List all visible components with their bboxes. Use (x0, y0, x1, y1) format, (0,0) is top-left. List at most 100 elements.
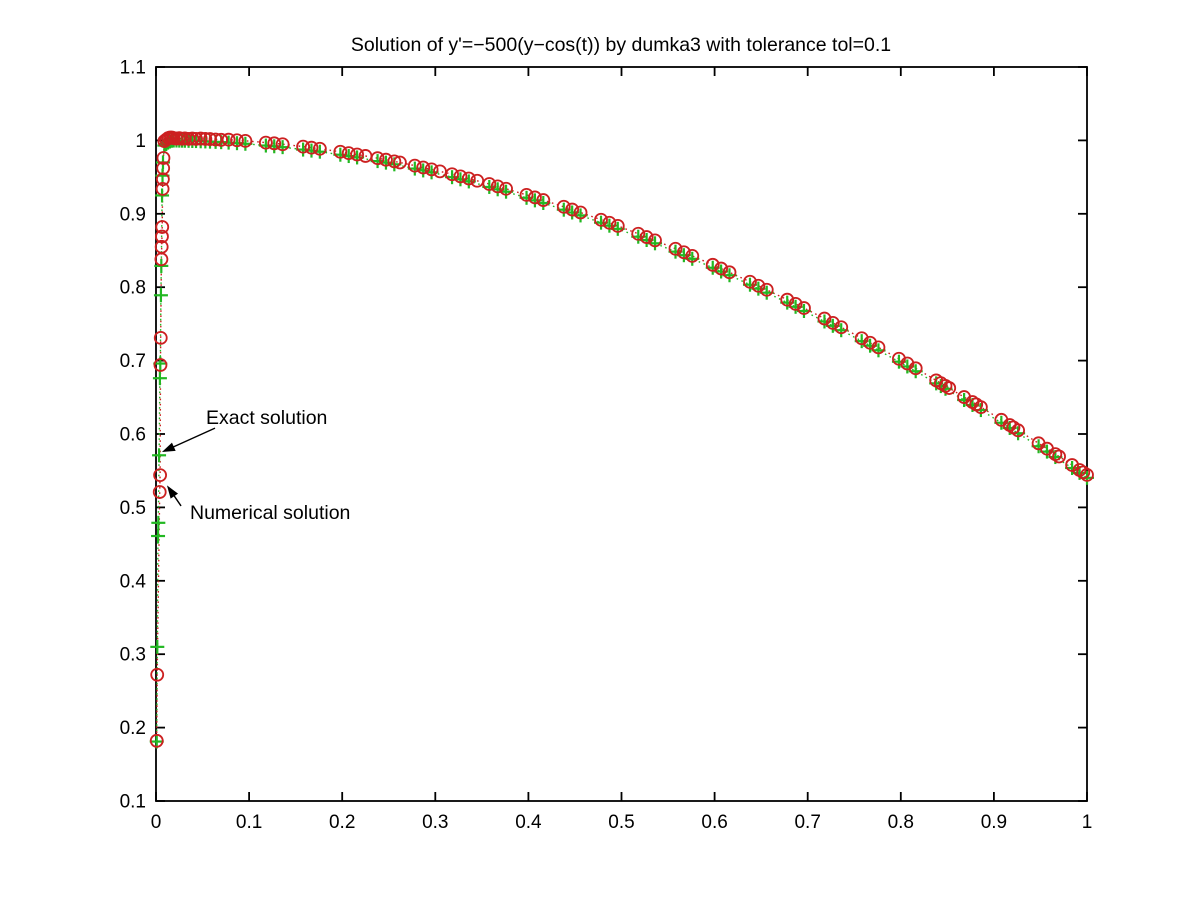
annotation-layer (161, 427, 216, 507)
numerical-marker-circle-icon (519, 187, 534, 202)
x-tick-label: 0.7 (794, 812, 820, 833)
y-tick-label: 0.3 (120, 645, 146, 666)
numerical-marker-circle-icon (333, 144, 348, 159)
numerical-marker-circle-icon (214, 132, 229, 147)
x-tick-label: 0 (151, 812, 162, 833)
numerical-marker-circle-icon (1052, 449, 1066, 464)
numerical-marker-circle-icon (149, 733, 164, 748)
numerical-marker-circle-icon (267, 136, 282, 151)
plot-box (155, 66, 1088, 802)
numerical-marker-circle-icon (153, 358, 168, 372)
numerical-marker-circle-icon (722, 265, 737, 280)
numerical-marker-circle-icon (942, 381, 957, 395)
numerical-marker-circle-icon (150, 667, 165, 682)
annotation-numerical-label: Numerical solution (190, 502, 350, 524)
numerical-marker-circle-icon (445, 167, 459, 182)
numerical-marker-circle-icon (594, 212, 608, 227)
numerical-marker-circle-icon (751, 278, 766, 293)
numerical-marker-circle-icon (461, 171, 476, 186)
numerical-marker-circle-icon (152, 485, 167, 499)
numerical-marker-circle-icon (198, 132, 213, 146)
numerical-marker-circle-icon (536, 193, 551, 207)
numerical-marker-circle-icon (573, 205, 588, 220)
x-tick-label: 0.2 (329, 812, 355, 833)
annotation-numerical-arrow (166, 485, 182, 507)
numerical-marker-circle-icon (153, 468, 167, 483)
numerical-marker-circle-icon (1080, 467, 1094, 482)
numerical-marker-circle-icon (648, 233, 662, 248)
numerical-marker-circle-icon (341, 146, 356, 160)
y-tick-label: 0.9 (120, 204, 146, 225)
y-tick-label: 1.1 (120, 58, 146, 79)
numerical-marker-circle-icon (556, 199, 571, 214)
numerical-marker-circle-icon (817, 311, 832, 326)
y-tick-label: 1 (135, 131, 146, 152)
chart-title: Solution of y'=−500(y−cos(t)) by dumka3 … (351, 34, 891, 56)
numerical-marker-circle-icon (155, 172, 170, 187)
numerical-marker-circle-icon (189, 132, 203, 146)
numerical-marker-circle-icon (153, 330, 168, 345)
numerical-marker-circle-icon (668, 241, 683, 256)
numerical-marker-circle-icon (528, 190, 542, 205)
x-tick-label: 1 (1082, 812, 1093, 833)
numerical-marker-circle-icon (304, 140, 319, 155)
numerical-marker-circle-icon (275, 137, 290, 152)
numerical-marker-circle-icon (499, 181, 513, 196)
y-tick-label: 0.6 (120, 425, 146, 446)
numerical-marker-circle-icon (973, 400, 988, 415)
y-tick-label: 0.1 (120, 792, 146, 813)
y-tick-label: 0.4 (120, 571, 147, 592)
y-tick-label: 0.5 (120, 498, 146, 519)
numerical-marker-circle-icon (312, 141, 327, 156)
numerical-marker-circle-icon (714, 261, 729, 276)
numerical-marker-circle-icon (639, 230, 654, 244)
numerical-marker-circle-icon (221, 132, 236, 147)
numerical-marker-circle-icon (238, 133, 253, 148)
numerical-marker-circle-icon (470, 173, 485, 188)
y-tick-label: 0.7 (120, 351, 146, 372)
numerical-marker-circle-icon (379, 152, 393, 167)
y-tick-label: 0.2 (120, 718, 146, 739)
exact-marker-plus-icon (151, 515, 166, 530)
numerical-marker-circle-icon (685, 248, 700, 263)
numerical-series-markers (149, 130, 1094, 748)
numerical-marker-circle-icon (797, 301, 811, 315)
numerical-marker-circle-icon (296, 139, 310, 154)
numerical-series-line (156, 136, 1088, 741)
numerical-marker-circle-icon (370, 151, 385, 166)
arrowhead-icon (161, 442, 176, 453)
numerical-marker-circle-icon (453, 169, 468, 184)
exact-marker-plus-icon (153, 288, 168, 303)
exact-marker-plus-icon (152, 448, 167, 463)
numerical-marker-circle-icon (490, 179, 505, 194)
numerical-marker-circle-icon (424, 162, 439, 177)
numerical-marker-circle-icon (705, 257, 720, 272)
numerical-marker-circle-icon (407, 158, 422, 173)
numerical-marker-circle-icon (788, 296, 803, 311)
numerical-marker-circle-icon (258, 135, 273, 150)
numerical-marker-circle-icon (230, 133, 244, 148)
numerical-marker-circle-icon (482, 177, 497, 191)
numerical-marker-circle-icon (387, 154, 402, 169)
numerical-marker-circle-icon (676, 245, 691, 260)
annotation-exact-label: Exact solution (206, 407, 327, 429)
numerical-marker-circle-icon (155, 220, 170, 234)
exact-marker-plus-icon (150, 639, 165, 654)
x-tick-label: 0.1 (236, 812, 262, 833)
numerical-marker-circle-icon (155, 181, 170, 196)
numerical-marker-circle-icon (610, 219, 625, 233)
numerical-marker-circle-icon (565, 202, 580, 217)
numerical-marker-circle-icon (825, 315, 840, 330)
x-tick-label: 0.5 (608, 812, 634, 833)
numerical-marker-circle-icon (743, 274, 757, 289)
numerical-marker-circle-icon (350, 147, 364, 162)
x-tick-label: 0.9 (981, 812, 1007, 833)
numerical-marker-circle-icon (631, 226, 646, 241)
x-tick-label: 0.6 (701, 812, 727, 833)
numerical-marker-circle-icon (834, 320, 849, 335)
numerical-marker-circle-icon (193, 131, 208, 146)
arrowhead-icon (166, 485, 179, 499)
numerical-marker-circle-icon (156, 151, 171, 165)
